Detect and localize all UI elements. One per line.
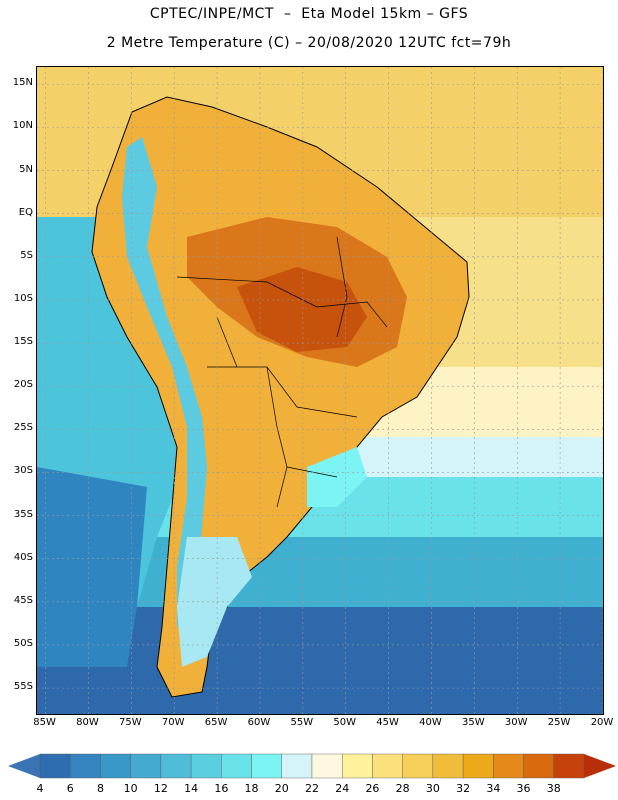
lat-tick-label: 5N — [19, 163, 33, 175]
colorbar-bin — [281, 753, 313, 779]
colorbar-tick-label: 8 — [96, 782, 104, 795]
lat-tick-label: 5S — [20, 249, 33, 261]
colorbar-tick-label: 4 — [36, 782, 44, 795]
colorbar-tick-label: 38 — [546, 782, 561, 795]
lat-tick-label: 50S — [13, 637, 33, 649]
lat-tick-label: 25S — [13, 422, 33, 434]
colorbar-tick-label: 36 — [516, 782, 531, 795]
lat-tick-label: EQ — [18, 206, 33, 218]
lon-tick-label: 45W — [376, 717, 399, 728]
colorbar-tick-label: 20 — [274, 782, 289, 795]
temperature-map[interactable] — [36, 66, 604, 715]
colorbar-bin — [462, 753, 494, 779]
colorbar-bin — [311, 753, 343, 779]
colorbar-bin — [493, 753, 524, 779]
colorbar-bin — [553, 753, 585, 779]
lon-tick-label: 75W — [119, 717, 142, 728]
lat-lon-grid — [37, 67, 603, 714]
colorbar-bin — [402, 753, 434, 779]
colorbar-tick-label: 34 — [486, 782, 501, 795]
lon-tick-label: 20W — [590, 717, 614, 728]
lat-tick-label: 55S — [13, 681, 33, 693]
colorbar-bin — [251, 753, 282, 779]
lat-tick-label: 15S — [13, 336, 33, 348]
colorbar-tick-label: 24 — [335, 782, 350, 795]
lon-tick-label: 80W — [76, 717, 99, 728]
colorbar-bin — [130, 753, 162, 779]
lat-tick-label: 10N — [12, 120, 33, 132]
colorbar-tick-label: 30 — [425, 782, 440, 795]
lat-tick-label: 30S — [13, 465, 33, 477]
lon-tick-label: 60W — [247, 717, 271, 728]
lon-tick-label: 65W — [204, 717, 228, 728]
country-borders — [176, 236, 388, 508]
colorbar-bin — [70, 753, 101, 779]
patagonia-cool — [177, 537, 252, 667]
colorbar-bin — [372, 753, 403, 779]
colorbar-bin — [432, 753, 464, 779]
map-title-line2: 2 Metre Temperature (C) – 20/08/2020 12U… — [106, 35, 512, 51]
colorbar-tick-label: 10 — [123, 782, 138, 795]
central-brazil-hottest — [237, 267, 367, 352]
lon-tick-label: 40W — [419, 717, 442, 728]
colorbar-bin — [160, 753, 192, 779]
lat-tick-label: 10S — [13, 292, 33, 304]
colorbar-bin — [100, 753, 131, 779]
lon-tick-label: 85W — [33, 717, 56, 728]
colorbar-tick-label: 32 — [456, 782, 471, 795]
colorbar-bin — [221, 753, 252, 779]
colorbar-over-arrow — [584, 754, 616, 778]
lon-tick-label: 25W — [547, 717, 571, 728]
colorbar-tick-label: 18 — [244, 782, 259, 795]
lon-tick-label: 50W — [333, 717, 357, 728]
colorbar-bin — [342, 753, 373, 779]
lon-tick-label: 70W — [161, 717, 185, 728]
lat-tick-label: 45S — [13, 594, 33, 606]
colorbar-tick-label: 14 — [184, 782, 199, 795]
colorbar-tick-label: 22 — [305, 782, 319, 795]
lon-tick-label: 35W — [462, 717, 485, 728]
colorbar-tick-label: 16 — [214, 782, 229, 795]
lat-tick-label: 40S — [13, 551, 33, 563]
lon-tick-label: 30W — [504, 717, 528, 728]
lon-tick-label: 55W — [290, 717, 314, 728]
lat-tick-label: 20S — [13, 379, 33, 391]
colorbar-under-arrow — [8, 754, 40, 778]
temperature-colorbar — [8, 753, 616, 779]
colorbar-bin — [523, 753, 554, 779]
colorbar-tick-label: 12 — [153, 782, 168, 795]
colorbar-bin — [190, 753, 222, 779]
lat-tick-label: 15N — [12, 77, 33, 89]
colorbar-bin — [39, 753, 71, 779]
lat-tick-label: 35S — [13, 508, 33, 520]
pacific-cold-water — [37, 467, 147, 667]
temperature-map-canvas — [37, 67, 603, 714]
colorbar-tick-label: 6 — [66, 782, 74, 795]
andes-cold-strip — [122, 137, 207, 627]
map-title-line1: CPTEC/INPE/MCT – Eta Model 15km – GFS — [149, 6, 469, 22]
colorbar-tick-label: 26 — [365, 782, 380, 795]
colorbar-tick-label: 28 — [395, 782, 410, 795]
